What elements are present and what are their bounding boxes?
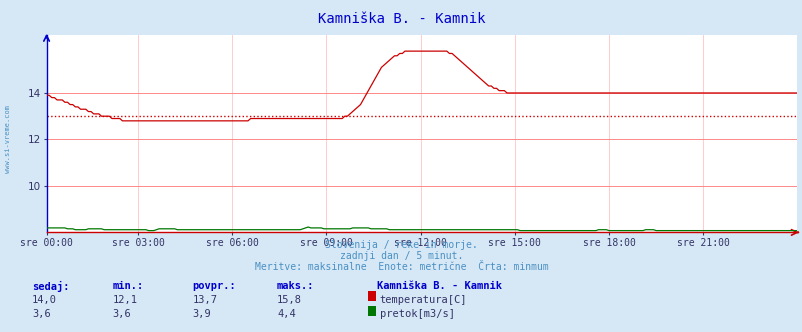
Text: Meritve: maksinalne  Enote: metrične  Črta: minmum: Meritve: maksinalne Enote: metrične Črta… <box>254 262 548 272</box>
Text: 12,1: 12,1 <box>112 295 137 305</box>
Text: temperatura[C]: temperatura[C] <box>379 295 467 305</box>
Text: 4,4: 4,4 <box>277 309 295 319</box>
Text: www.si-vreme.com: www.si-vreme.com <box>5 106 11 173</box>
Text: Kamniška B. - Kamnik: Kamniška B. - Kamnik <box>377 281 502 290</box>
Text: 13,7: 13,7 <box>192 295 217 305</box>
Text: Kamniška B. - Kamnik: Kamniška B. - Kamnik <box>318 12 484 26</box>
Text: povpr.:: povpr.: <box>192 281 236 290</box>
Text: maks.:: maks.: <box>277 281 314 290</box>
Text: sedaj:: sedaj: <box>32 281 70 291</box>
Text: pretok[m3/s]: pretok[m3/s] <box>379 309 454 319</box>
Text: 3,6: 3,6 <box>112 309 131 319</box>
Text: 3,9: 3,9 <box>192 309 211 319</box>
Text: 3,6: 3,6 <box>32 309 51 319</box>
Text: zadnji dan / 5 minut.: zadnji dan / 5 minut. <box>339 251 463 261</box>
Text: Slovenija / reke in morje.: Slovenija / reke in morje. <box>325 240 477 250</box>
Text: min.:: min.: <box>112 281 144 290</box>
Text: 15,8: 15,8 <box>277 295 302 305</box>
Text: 14,0: 14,0 <box>32 295 57 305</box>
